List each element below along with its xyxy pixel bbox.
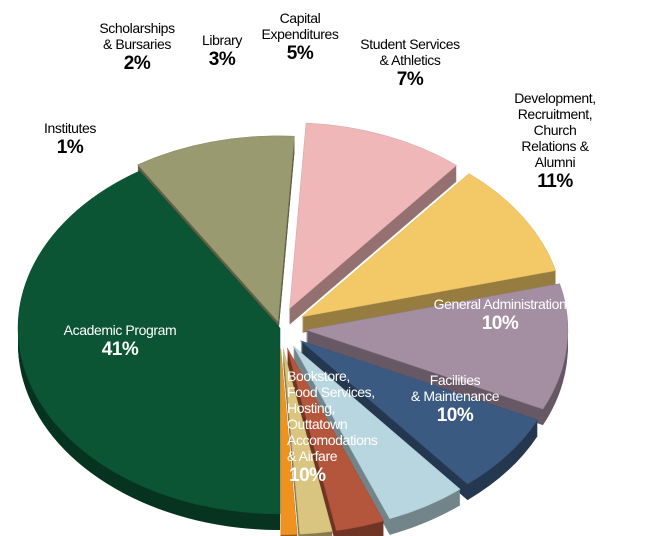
value-label: 7% [396, 69, 424, 90]
category-name: Institutes [43, 120, 97, 136]
slice-label: Bookstore, Food Services, Hosting, Outta… [287, 368, 378, 488]
category-name: Bookstore, Food Services, Hosting, Outta… [287, 368, 378, 464]
slice-label: Scholarships & Bursaries 2% [99, 20, 175, 76]
slice [293, 345, 461, 520]
category-name: Development, Recruitment, Church Relatio… [514, 90, 596, 170]
value-label: 11% [537, 171, 573, 192]
value-label: 1% [56, 137, 84, 158]
slice [283, 348, 333, 535]
slice-label: Academic Program 41% [64, 322, 177, 362]
value-label: 10% [436, 405, 474, 426]
slice-label: Development, Recruitment, Church Relatio… [508, 90, 603, 194]
slice [305, 283, 569, 410]
value-label: 5% [286, 43, 314, 64]
slice [301, 173, 557, 318]
category-name: Facilities & Maintenance [410, 372, 500, 404]
slice [300, 340, 538, 485]
slice [17, 170, 281, 515]
value-label: 2% [123, 53, 151, 74]
slice [287, 347, 385, 531]
category-name: Library [202, 32, 242, 48]
value-label: 41% [101, 339, 139, 360]
slice-label: Student Services & Athletics 7% [360, 36, 460, 92]
category-name: Capital Expenditures [261, 10, 339, 42]
slice-label: General Administration 10% [434, 296, 567, 336]
slice [280, 348, 298, 536]
value-label: 3% [208, 49, 236, 70]
slice [289, 122, 458, 310]
category-name: General Administration [433, 296, 567, 312]
slice-label: Facilities & Maintenance 10% [410, 372, 500, 428]
slice-label: Capital Expenditures 5% [262, 10, 339, 66]
category-name: Scholarships & Bursaries [99, 20, 175, 52]
slice-label: Institutes 1% [44, 120, 96, 160]
slice [137, 135, 295, 323]
category-name: Academic Program [63, 322, 177, 338]
category-name: Student Services & Athletics [360, 36, 460, 68]
value-label: 10% [481, 313, 519, 334]
value-label: 10% [289, 465, 326, 486]
slice-label: Library 3% [202, 32, 242, 72]
